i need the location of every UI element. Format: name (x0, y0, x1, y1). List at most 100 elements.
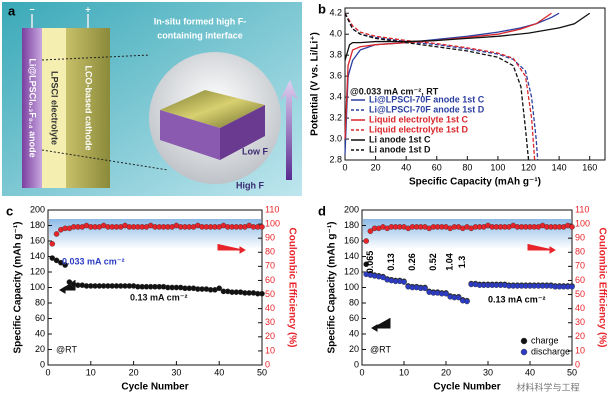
y-tick-label: 140 (344, 251, 359, 261)
data-point (464, 298, 470, 305)
legend-label: Li@LPSCl-70F anode 1st C (369, 94, 485, 104)
y2-tick-label: 60 (265, 275, 275, 285)
annotation: 0.13 mA cm⁻² (130, 292, 187, 302)
x-tick-label: 60 (432, 162, 442, 172)
ce-band (363, 219, 571, 249)
y2-tick-label: 90 (575, 233, 585, 243)
data-point (49, 255, 56, 261)
x-tick-label: 20 (441, 367, 451, 377)
y2-tick-label: 30 (575, 317, 585, 327)
y2-tick-label: 10 (265, 345, 275, 355)
y-tick-label: 100 (30, 282, 45, 292)
y-tick-label: 3.4 (329, 91, 342, 101)
y2-tick-label: 20 (575, 331, 585, 341)
low-f-label: Low F (242, 146, 268, 156)
x-tick-label: 40 (401, 162, 411, 172)
x-axis-label: Cycle Number (433, 382, 500, 393)
ce-band (49, 219, 261, 249)
y-axis-label: Potential (V vs. Li/Li⁺) (310, 32, 321, 136)
right-axis-arrow (217, 244, 246, 254)
legend-label: Li@LPSCl-70F anode 1st D (369, 104, 485, 114)
x-tick-label: 30 (171, 367, 181, 377)
line-series (344, 12, 530, 161)
x-tick-label: 20 (129, 367, 139, 377)
x-tick-label: 30 (483, 367, 493, 377)
data-point (53, 257, 60, 264)
y2-tick-label: 80 (265, 247, 275, 257)
x-tick-label: 50 (257, 367, 267, 377)
data-point (363, 238, 370, 244)
data-point (569, 283, 575, 290)
panel-label: d (318, 203, 326, 218)
y2-tick-label: 30 (265, 317, 275, 327)
y-tick-label: 20 (35, 344, 45, 354)
data-point (422, 285, 428, 292)
y-tick-label: 0 (354, 359, 359, 369)
legend-label: Liquid electrolyte 1st D (369, 124, 469, 134)
y2-tick-label: 0 (575, 359, 580, 369)
y2-tick-label: 50 (265, 289, 275, 299)
data-point (259, 224, 265, 230)
legend-label: discharge (531, 346, 570, 356)
slab-top (160, 90, 265, 128)
x-tick-label: 100 (490, 162, 505, 172)
y-tick-label: 3.2 (329, 112, 342, 122)
y2-tick-label: 10 (575, 345, 585, 355)
data-point (58, 259, 64, 266)
y-tick-label: 200 (344, 204, 359, 214)
x-axis-label: Specific Capacity (mAh g⁻¹) (409, 177, 541, 188)
anode-layer (22, 28, 42, 188)
wires (31, 14, 89, 28)
y2-tick-label: 100 (265, 218, 280, 228)
y-axis-label: Specific Capacity (mAh g⁻¹) (13, 222, 24, 354)
y-tick-label: 40 (35, 328, 45, 338)
legend-label: Liquid electrolyte 1st C (369, 114, 469, 124)
y2-axis-label: Coulombic Efficiency (%) (596, 227, 607, 347)
panel-label: c (6, 203, 13, 218)
y-tick-label: 4.0 (329, 29, 342, 39)
y-tick-label: 120 (30, 266, 45, 276)
y2-tick-label: 60 (575, 275, 585, 285)
data-point (569, 224, 575, 230)
data-point (401, 279, 407, 285)
zoom-lines (41, 54, 169, 171)
y2-tick-label: 100 (575, 218, 590, 228)
y2-tick-label: 40 (265, 303, 275, 313)
y-tick-label: 120 (344, 266, 359, 276)
panel-label: a (8, 3, 16, 18)
data-point (53, 231, 60, 237)
y2-axis-label: Coulombic Efficiency (%) (286, 227, 297, 347)
x-tick-label: 40 (214, 367, 224, 377)
y-tick-label: 60 (35, 313, 45, 323)
right-axis-arrow (527, 244, 556, 254)
annotation: 0.13 mA cm⁻² (488, 294, 545, 304)
data-point (367, 228, 374, 234)
slab-front (160, 110, 220, 160)
y2-tick-label: 70 (575, 261, 585, 271)
rate-label: 1.3 (457, 256, 467, 269)
y-tick-label: 80 (349, 297, 359, 307)
slab-side (220, 105, 265, 160)
legend-label: Li anode 1st D (369, 144, 431, 154)
x-axis-label: Cycle Number (121, 382, 188, 393)
electrolyte-label: LPSCl electrolyte (50, 71, 60, 145)
rate-label: 1.04 (445, 253, 455, 271)
y2-tick-label: 110 (265, 204, 279, 214)
x-tick-label: 0 (45, 367, 50, 377)
cathode-label: LCO-based cathode (84, 65, 94, 150)
data-point (363, 261, 370, 268)
y-tick-label: 60 (349, 313, 359, 323)
x-tick-label: 140 (552, 162, 567, 172)
rate-label: 0.52 (428, 253, 438, 271)
y-tick-label: 160 (30, 235, 45, 245)
legend-swatch (520, 348, 528, 356)
legend-label: charge (531, 335, 559, 345)
plot-frame (344, 7, 606, 161)
minus-sign: − (29, 4, 34, 14)
data-point (259, 290, 265, 297)
y-tick-label: 200 (30, 204, 45, 214)
electrolyte-layer (42, 28, 66, 188)
y2-tick-label: 80 (575, 247, 585, 257)
data-point (49, 241, 56, 247)
